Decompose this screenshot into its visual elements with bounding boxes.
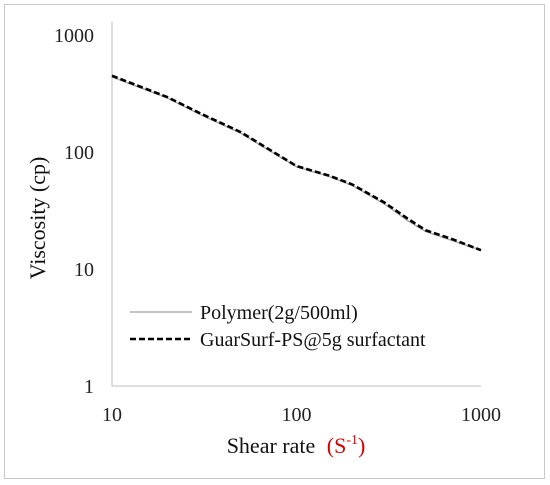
x-tick-label: 1000 [461, 404, 501, 426]
y-tick-label: 1000 [54, 25, 94, 47]
x-axis-title: Shear rate (S-1) [227, 433, 366, 458]
x-tick-label: 10 [102, 404, 122, 426]
plot-area: 1 10 100 1000 10 100 1000 [54, 22, 501, 426]
y-axis-title: Viscosity (cp) [25, 157, 50, 280]
legend: Polymer(2g/500ml) GuarSurf-PS@5g surfact… [130, 302, 426, 351]
series-line-1 [111, 74, 482, 252]
legend-label-guarsurf: GuarSurf-PS@5g surfactant [200, 329, 426, 351]
y-tick-label: 10 [74, 259, 94, 281]
series-line-0 [111, 76, 482, 251]
x-tick-label: 100 [282, 404, 312, 426]
y-tick-label: 100 [64, 142, 94, 164]
x-axis-title-unit: (S [327, 433, 347, 458]
y-tick-label: 1 [84, 376, 94, 398]
x-axis-title-unit-sup: -1 [346, 433, 358, 448]
x-axis-title-unit-close: ) [358, 433, 365, 458]
legend-label-polymer: Polymer(2g/500ml) [200, 302, 358, 324]
x-axis-title-main: Shear rate [227, 433, 316, 458]
